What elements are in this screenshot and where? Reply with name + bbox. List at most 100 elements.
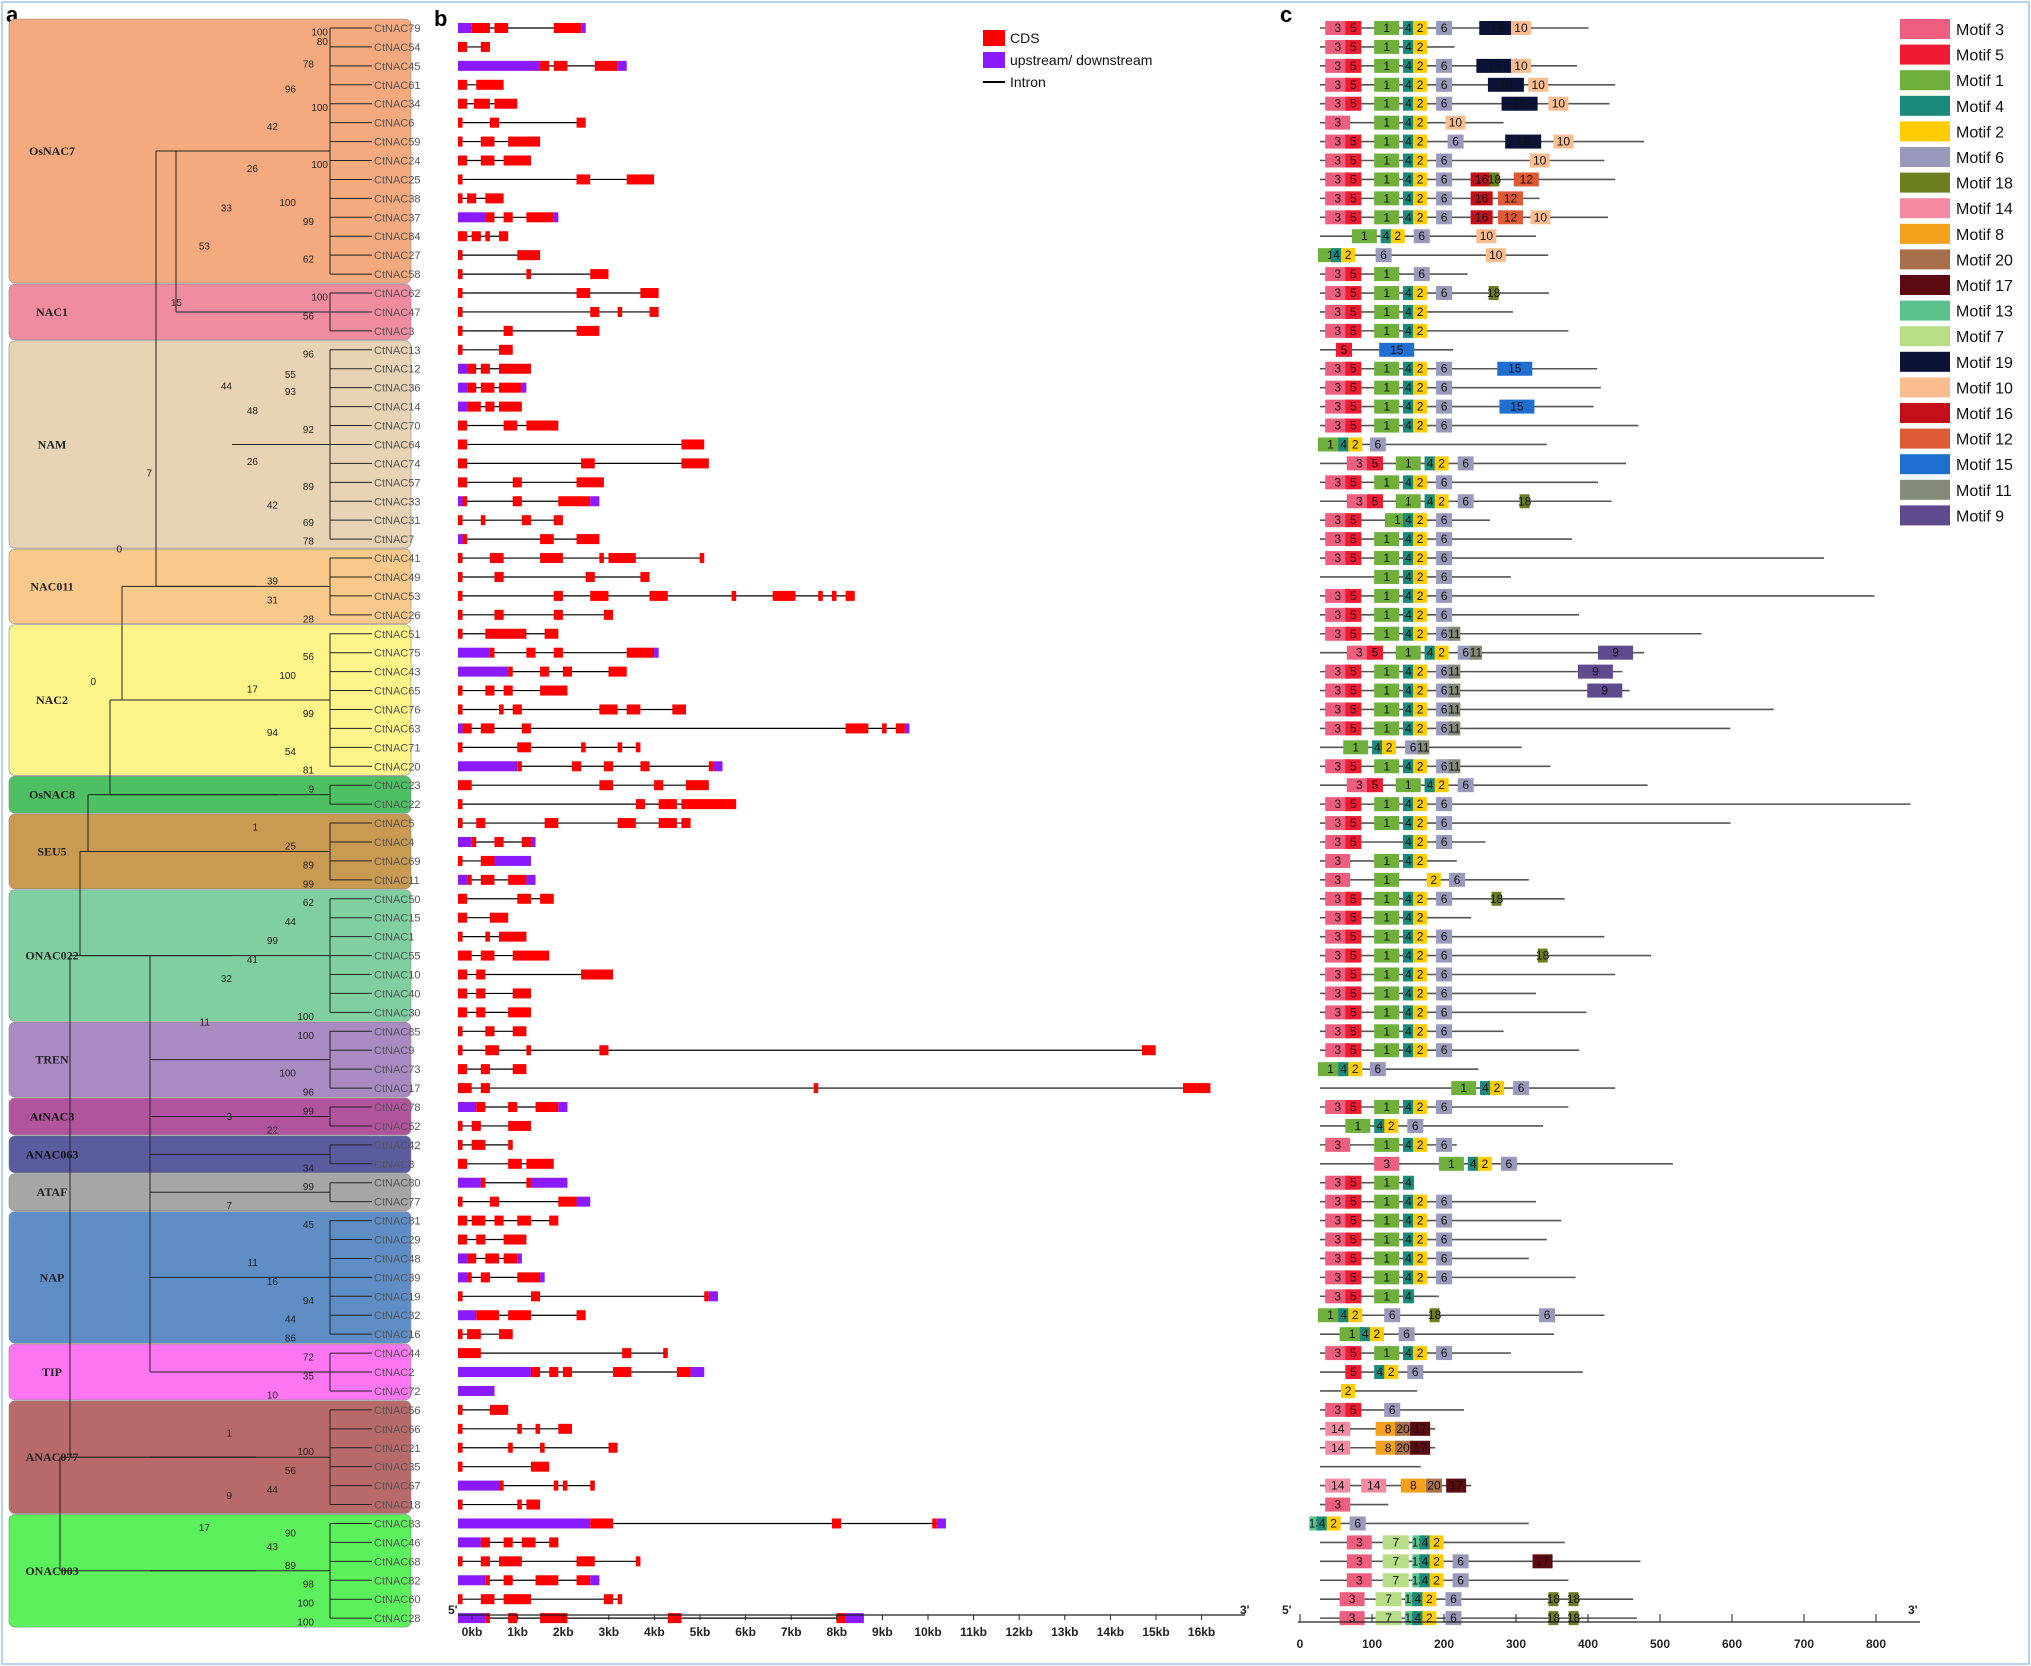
gene-label-CtNAC1: CtNAC1 — [374, 932, 414, 944]
bootstrap-value: 9 — [226, 1491, 232, 1502]
utr-box — [458, 761, 518, 772]
motif-number: 3 — [1383, 1157, 1390, 1171]
motif-box-2 — [1413, 834, 1428, 849]
motif-number: 5 — [1350, 627, 1357, 641]
motif-number: 6 — [1450, 1611, 1457, 1625]
motif-box-18 — [1568, 1611, 1579, 1626]
motif-number: 3 — [1334, 286, 1341, 300]
motif-box-4 — [1424, 645, 1436, 660]
motif-box-4 — [1402, 304, 1414, 319]
motif-number: 19 — [1517, 135, 1531, 149]
motif-number: 3 — [1356, 1535, 1363, 1549]
motif-legend-label-20: Motif 20 — [1956, 252, 2013, 269]
cds-box — [540, 60, 550, 71]
subfamily-label-NAP: NAP — [40, 1270, 65, 1284]
motif-number: 2 — [1417, 816, 1424, 830]
motif-number: 2 — [1417, 1005, 1424, 1019]
motif-number: 6 — [1462, 456, 1469, 470]
motif-box-3 — [1325, 1346, 1351, 1361]
cds-box — [608, 666, 627, 677]
motif-box-1 — [1318, 437, 1343, 452]
cds-box — [462, 534, 468, 545]
cds-box — [499, 704, 504, 715]
motif-number: 6 — [1441, 589, 1448, 603]
motif-box-18 — [1488, 286, 1499, 301]
cds-box — [617, 818, 636, 829]
motif-number: 1 — [1383, 570, 1390, 584]
motif-box-4 — [1402, 39, 1414, 54]
motif-legend-label-6: Motif 6 — [1956, 150, 2004, 167]
axis-tick-label: 13kb — [1051, 1625, 1078, 1639]
motif-box-5 — [1345, 475, 1362, 490]
motif-number: 4 — [1427, 646, 1434, 660]
motif-box-6 — [1436, 664, 1453, 679]
motif-number: 10 — [1557, 135, 1571, 149]
motif-number: 4 — [1405, 930, 1412, 944]
utr-box — [458, 1518, 591, 1529]
motif-box-6 — [1457, 645, 1474, 660]
motif-box-5 — [1345, 361, 1362, 376]
motif-number: 4 — [1405, 551, 1412, 565]
cds-box — [485, 212, 495, 223]
bootstrap-value: 56 — [285, 1466, 297, 1477]
motif-number: 4 — [1422, 1573, 1429, 1587]
cds-box — [512, 704, 522, 715]
gene-label-CtNAC42: CtNAC42 — [374, 1140, 420, 1152]
motif-box-3 — [1339, 1592, 1365, 1607]
motif-box-3 — [1325, 683, 1351, 698]
motif-box-5 — [1345, 891, 1362, 906]
motif-box-6 — [1349, 1516, 1366, 1531]
cds-box — [676, 1367, 691, 1378]
motif-box-19 — [1479, 21, 1516, 35]
motif-box-10 — [1510, 21, 1531, 35]
motif-number: 12 — [1504, 210, 1518, 224]
motif-box-5 — [1366, 645, 1383, 660]
motif-number: 4 — [1422, 1554, 1429, 1568]
motif-number: 3 — [1334, 324, 1341, 338]
motif-box-2 — [1413, 1251, 1428, 1266]
motif-number: 4 — [1405, 949, 1412, 963]
cds-box — [467, 193, 477, 204]
motif-legend-label-14: Motif 14 — [1956, 201, 2013, 218]
cds-box — [517, 1499, 522, 1510]
motif-box-5 — [1345, 551, 1362, 566]
motif-number: 6 — [1441, 1270, 1448, 1284]
motif-box-2 — [1413, 1270, 1428, 1285]
motif-box-2 — [1413, 1213, 1428, 1228]
motif-box-4 — [1402, 475, 1414, 490]
motif-number: 12 — [1520, 172, 1534, 186]
motif-box-5 — [1345, 702, 1362, 717]
motif-box-4 — [1402, 134, 1414, 149]
motif-box-15 — [1499, 399, 1535, 414]
motif-legend-swatch-13 — [1900, 300, 1950, 321]
bootstrap-value: 94 — [267, 728, 279, 739]
motif-box-1 — [1374, 153, 1400, 168]
bootstrap-value: 100 — [279, 671, 296, 682]
motif-number: 4 — [1405, 1005, 1412, 1019]
gene-label-CtNAC31: CtNAC31 — [374, 515, 420, 527]
motif-number: 2 — [1417, 324, 1424, 338]
axis-tick-label: 6kb — [735, 1625, 756, 1639]
bootstrap-value: 99 — [303, 879, 315, 890]
motif-legend-swatch-7 — [1900, 326, 1950, 347]
cds-box — [499, 344, 513, 355]
gene-label-CtNAC16: CtNAC16 — [374, 1329, 420, 1341]
motif-box-1 — [1374, 872, 1400, 887]
motif-box-6 — [1436, 1346, 1453, 1361]
utr-box — [458, 534, 463, 545]
motif-box-5 — [1345, 323, 1362, 338]
bootstrap-value: 100 — [311, 103, 328, 114]
cds-box — [458, 1120, 463, 1131]
cds-box — [553, 647, 563, 658]
motif-number: 6 — [1412, 1365, 1419, 1379]
motif-number: 4 — [1333, 248, 1340, 262]
motif-number: 3 — [1334, 1346, 1341, 1360]
gene-label-CtNAC70: CtNAC70 — [374, 421, 420, 433]
cds-box — [503, 325, 513, 336]
motif-box-6 — [1436, 1005, 1453, 1020]
motif-box-6 — [1436, 683, 1453, 698]
motif-box-4 — [1402, 891, 1414, 906]
motif-number: 5 — [1350, 381, 1357, 395]
motif-box-2 — [1413, 683, 1428, 698]
motif-number: 4 — [1405, 589, 1412, 603]
